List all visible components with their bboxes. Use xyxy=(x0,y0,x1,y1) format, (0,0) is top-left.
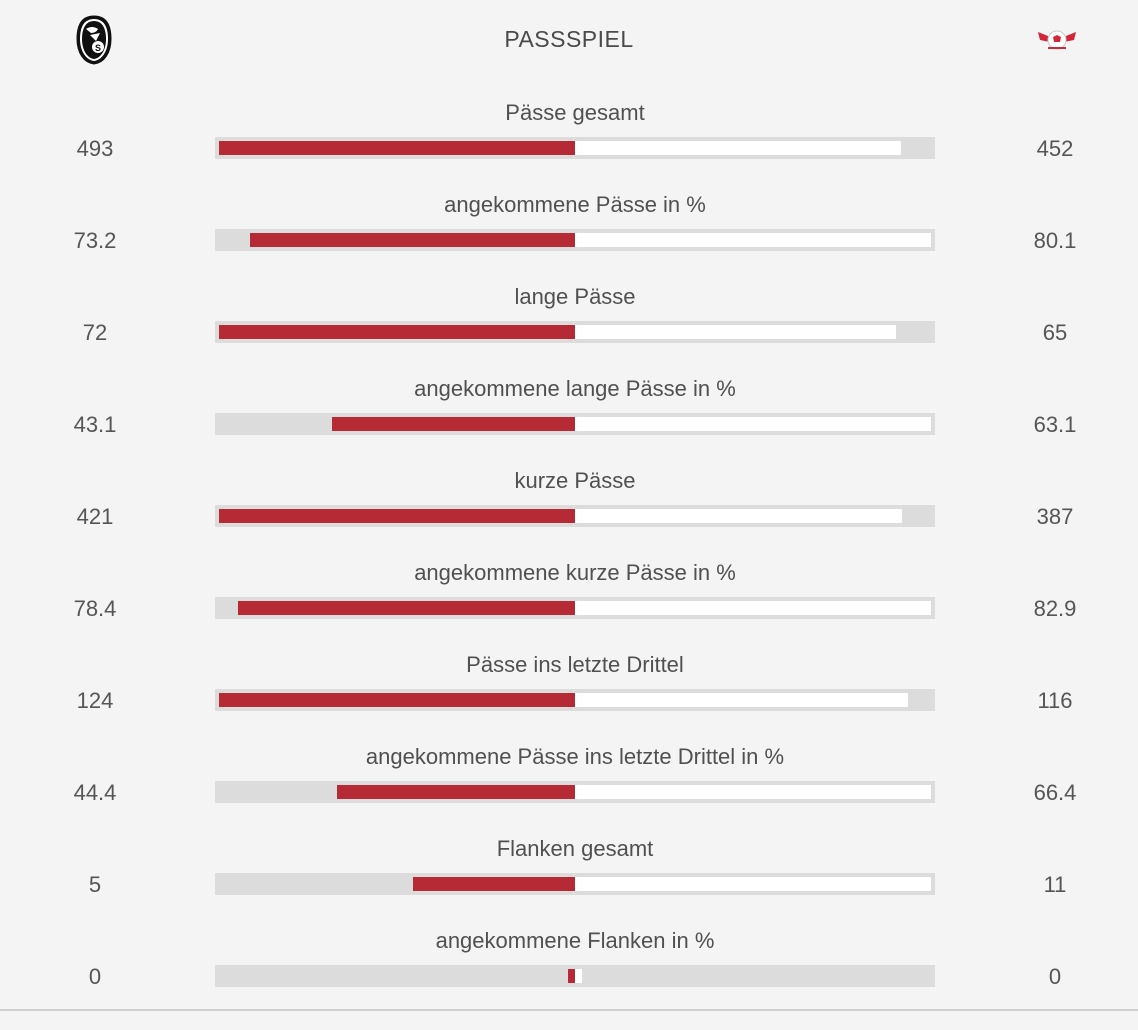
away-value: 63.1 xyxy=(1033,412,1077,437)
comparison-bar xyxy=(215,229,935,251)
stat-row: kurze Pässe 421 387 xyxy=(0,468,1138,560)
away-value: 65 xyxy=(1042,320,1068,345)
stat-row: angekommene Pässe ins letzte Drittel in … xyxy=(0,744,1138,836)
home-value: 124 xyxy=(76,688,114,713)
stat-row: angekommene Flanken in % 0 0 xyxy=(0,928,1138,1020)
away-bar xyxy=(575,969,582,983)
comparison-bar xyxy=(215,413,935,435)
home-value: 493 xyxy=(76,136,114,161)
home-bar xyxy=(219,693,575,707)
away-value: 66.4 xyxy=(1033,780,1077,805)
home-value: 43.1 xyxy=(73,412,117,437)
away-value: 116 xyxy=(1037,688,1073,713)
away-value: 82.9 xyxy=(1033,596,1077,621)
home-value: 5 xyxy=(88,872,102,897)
away-bar xyxy=(575,693,909,707)
home-value: 78.4 xyxy=(73,596,117,621)
stat-label: angekommene Pässe in % xyxy=(444,192,706,217)
away-value: 452 xyxy=(1036,136,1074,161)
stat-label: angekommene lange Pässe in % xyxy=(414,376,736,401)
stat-label: lange Pässe xyxy=(514,284,636,309)
stat-label: Flanken gesamt xyxy=(496,836,654,861)
home-bar xyxy=(219,325,575,339)
bottom-divider xyxy=(0,1009,1138,1011)
stat-label: angekommene kurze Pässe in % xyxy=(414,560,736,585)
away-bar xyxy=(575,233,931,247)
stats-header: S PASSSPIEL xyxy=(0,0,1138,80)
home-value: 0 xyxy=(88,964,102,989)
stat-row: Pässe ins letzte Drittel 124 116 xyxy=(0,652,1138,744)
stat-row: Pässe gesamt 493 452 xyxy=(0,100,1138,192)
away-bar xyxy=(575,417,931,431)
stat-label: kurze Pässe xyxy=(514,468,636,493)
section-title: PASSSPIEL xyxy=(504,26,634,52)
home-value: 72 xyxy=(82,320,108,345)
away-value: 11 xyxy=(1043,872,1067,897)
comparison-bar xyxy=(215,965,935,987)
away-bar xyxy=(575,509,903,523)
home-value: 73.2 xyxy=(73,228,117,253)
away-bar xyxy=(575,785,931,799)
stat-row: angekommene kurze Pässe in % 78.4 82.9 xyxy=(0,560,1138,652)
home-bar xyxy=(413,877,575,891)
home-value: 44.4 xyxy=(73,780,117,805)
stat-label: Pässe gesamt xyxy=(505,100,645,125)
stat-row: angekommene lange Pässe in % 43.1 63.1 xyxy=(0,376,1138,468)
home-bar xyxy=(331,417,575,431)
stat-label: angekommene Pässe ins letzte Drittel in … xyxy=(365,744,785,769)
away-bar xyxy=(575,141,902,155)
svg-text:S: S xyxy=(95,43,101,53)
home-bar xyxy=(336,785,575,799)
home-bar xyxy=(249,233,575,247)
home-bar xyxy=(238,601,575,615)
stat-row: angekommene Pässe in % 73.2 80.1 xyxy=(0,192,1138,284)
stat-row: Flanken gesamt 5 11 xyxy=(0,836,1138,928)
home-bar xyxy=(568,969,575,983)
home-bar xyxy=(219,141,575,155)
away-value: 387 xyxy=(1036,504,1074,529)
stat-row: lange Pässe 72 65 xyxy=(0,284,1138,376)
away-bar xyxy=(575,877,931,891)
away-value: 0 xyxy=(1048,964,1062,989)
comparison-bar xyxy=(215,321,935,343)
away-value: 80.1 xyxy=(1033,228,1077,253)
stat-label: angekommene Flanken in % xyxy=(435,928,715,953)
comparison-bar xyxy=(215,505,935,527)
away-bar xyxy=(575,325,897,339)
comparison-bar xyxy=(215,597,935,619)
away-bar xyxy=(575,601,931,615)
comparison-bar xyxy=(215,137,935,159)
home-value: 421 xyxy=(76,504,114,529)
sc-freiburg-crest-icon: S xyxy=(76,15,112,65)
home-bar xyxy=(219,509,575,523)
comparison-bar xyxy=(215,689,935,711)
rb-leipzig-logo-icon xyxy=(1036,26,1078,52)
stat-label: Pässe ins letzte Drittel xyxy=(466,652,684,677)
comparison-bar xyxy=(215,873,935,895)
comparison-bar xyxy=(215,781,935,803)
